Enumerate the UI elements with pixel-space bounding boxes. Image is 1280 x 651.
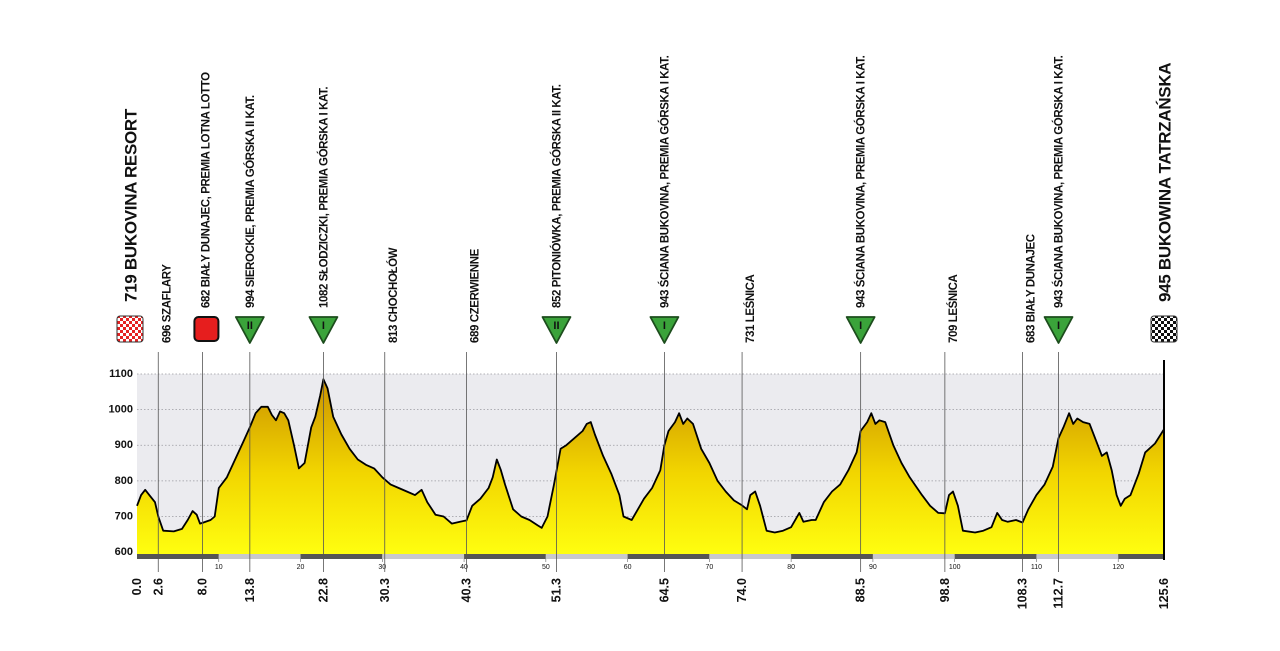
climb-icon — [1043, 316, 1074, 344]
climb-icon — [845, 316, 876, 344]
y-tick-label: 1000 — [109, 404, 133, 416]
km-label: 125.6 — [1157, 578, 1171, 609]
x-tick-label: 50 — [542, 564, 550, 571]
x-tick-label: 60 — [624, 564, 632, 571]
climb-icon — [649, 316, 680, 344]
x-tick-label: 10 — [215, 564, 223, 571]
km-strip — [300, 554, 383, 559]
km-label: 30.3 — [378, 578, 392, 602]
km-strip — [382, 554, 465, 559]
km-label: 22.8 — [316, 578, 330, 602]
profile-line — [136, 378, 1165, 534]
climb-category: I — [663, 320, 666, 332]
climb-category: II — [553, 320, 559, 332]
km-strip — [872, 554, 955, 559]
km-strip — [954, 554, 1037, 559]
waypoint-label: 943 ŚCIANA BUKOVINA, PREMIA GÓRSKA I KAT… — [855, 55, 868, 308]
km-label: 88.5 — [854, 578, 868, 602]
climb-icon — [308, 316, 339, 344]
km-label: 13.8 — [243, 578, 257, 602]
waypoint-label: 943 ŚCIANA BUKOVINA, PREMIA GÓRSKA I KAT… — [1053, 55, 1066, 308]
waypoint-label: 696 SZAFLARY — [161, 264, 173, 343]
x-tick-label: 40 — [460, 564, 468, 571]
km-strip — [1118, 554, 1164, 559]
x-tick-label: 90 — [869, 564, 877, 571]
waypoint-label: 709 LEŚNICA — [947, 274, 960, 343]
y-tick-label: 1100 — [109, 368, 133, 380]
waypoint-icon: I — [1043, 316, 1074, 344]
waypoint-label: 1082 SŁODZICZKI, PREMIA GÓRSKA I KAT. — [317, 87, 330, 308]
flag-icon — [116, 315, 144, 343]
climb-icon — [234, 316, 265, 344]
x-tick-label: 20 — [297, 564, 305, 571]
climb-category: I — [322, 320, 325, 332]
waypoint-icon — [1150, 315, 1178, 343]
km-strip — [791, 554, 873, 559]
x-tick-label: 80 — [787, 564, 795, 571]
km-strip — [627, 554, 710, 559]
endpoint-label: 945 BUKOWINA TATRZAŃSKA — [1156, 63, 1175, 302]
km-label: 40.3 — [460, 578, 474, 602]
waypoint-icon: I — [308, 316, 339, 344]
waypoint-icon: II — [234, 316, 265, 344]
km-label: 112.7 — [1052, 578, 1066, 609]
climb-category: I — [859, 320, 862, 332]
x-tick-label: 100 — [949, 564, 961, 571]
km-label: 108.3 — [1016, 578, 1030, 609]
x-tick-label: 110 — [1031, 564, 1042, 571]
waypoint-icon: I — [649, 316, 680, 344]
waypoint-label: 852 PITONIÓWKA, PREMIA GÓRSKA II KAT. — [550, 84, 563, 308]
waypoint-label: 813 CHOCHOŁÓW — [387, 247, 400, 343]
waypoint-icon — [193, 316, 220, 342]
x-tick-label: 30 — [378, 564, 386, 571]
climb-category: I — [1057, 320, 1060, 332]
km-strip — [545, 554, 628, 559]
waypoint-label: 943 ŚCIANA BUKOVINA, PREMIA GÓRSKA I KAT… — [658, 55, 671, 308]
km-label: 64.5 — [657, 578, 671, 602]
x-tick-label: 120 — [1112, 564, 1124, 571]
waypoint-label: 682 BIAŁY DUNAJEC, PREMIA LOTNA LOTTO — [200, 72, 212, 308]
km-label: 8.0 — [195, 578, 209, 595]
waypoint-label: 731 LEŚNICA — [744, 274, 757, 343]
km-strip — [218, 554, 301, 559]
y-tick-label: 600 — [115, 546, 133, 558]
km-strip — [137, 554, 219, 559]
endpoint-label: 719 BUKOVINA RESORT — [122, 108, 141, 302]
waypoint-label: 994 SIEROCKIE, PREMIA GÓRSKA II KAT. — [244, 95, 257, 308]
climb-category: II — [247, 320, 253, 332]
km-label: 74.0 — [735, 578, 749, 602]
km-label: 0.0 — [130, 578, 144, 595]
km-label: 98.8 — [938, 578, 952, 602]
waypoint-icon: II — [541, 316, 572, 344]
waypoint-icon: I — [845, 316, 876, 344]
x-tick-label: 70 — [705, 564, 713, 571]
sprint-icon — [193, 316, 220, 342]
profile-area — [137, 379, 1164, 556]
waypoint-label: 689 CZERWIENNE — [470, 248, 482, 343]
km-strip — [1036, 554, 1119, 559]
km-label: 51.3 — [549, 578, 563, 602]
km-strip — [709, 554, 792, 559]
y-tick-label: 800 — [115, 475, 133, 487]
climb-icon — [541, 316, 572, 344]
y-tick-label: 900 — [115, 439, 133, 451]
km-strip — [464, 554, 546, 559]
y-tick-label: 700 — [115, 510, 133, 522]
waypoint-icon — [116, 315, 144, 343]
km-label: 2.6 — [151, 578, 165, 595]
waypoint-label: 683 BIAŁY DUNAJEC — [1026, 234, 1038, 343]
flag-icon — [1150, 315, 1178, 343]
